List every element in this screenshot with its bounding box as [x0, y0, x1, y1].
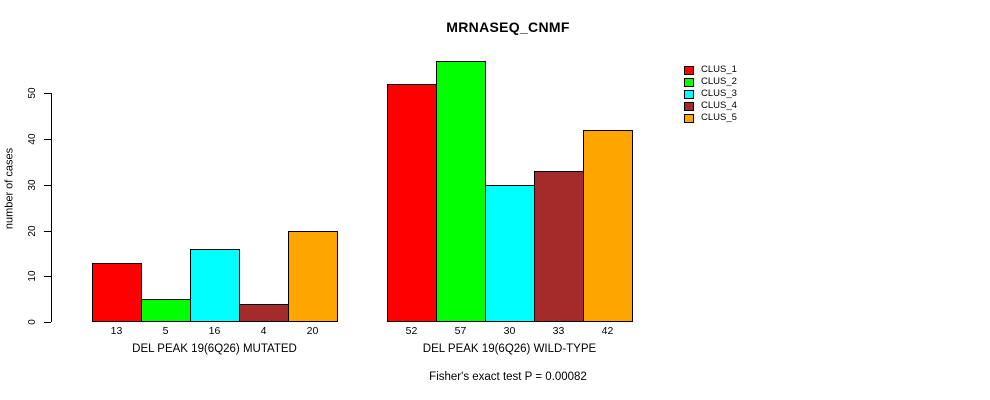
y-axis-tick-label: 20 [27, 225, 38, 237]
y-axis-tick [44, 322, 51, 323]
bar-clus_5 [288, 230, 338, 322]
fisher-test-annotation: Fisher's exact test P = 0.00082 [429, 371, 587, 383]
bar-clus_2 [141, 299, 191, 322]
bar-value-label: 52 [405, 325, 418, 337]
category-label: DEL PEAK 19(6Q26) WILD-TYPE [422, 343, 597, 355]
y-axis-tick [44, 231, 51, 232]
legend-label: CLUS_5 [701, 112, 737, 123]
y-axis-tick [44, 276, 51, 277]
bar-clus_3 [190, 248, 240, 322]
bar-value-label: 57 [454, 325, 467, 337]
y-axis-line [51, 93, 52, 322]
y-axis-tick [44, 93, 51, 94]
legend-swatch-icon [684, 101, 694, 111]
y-axis-tick-label: 30 [27, 179, 38, 191]
legend-item: CLUS_2 [684, 76, 737, 88]
bar-clus_3 [485, 184, 535, 322]
bar-clus_1 [92, 262, 142, 322]
legend-label: CLUS_4 [701, 100, 737, 111]
legend-item: CLUS_3 [684, 88, 737, 100]
bar-value-label: 42 [601, 325, 614, 337]
chart-title: MRNASEQ_CNMF [446, 19, 570, 35]
legend-label: CLUS_3 [701, 88, 737, 99]
legend-swatch-icon [684, 77, 694, 87]
legend-swatch-icon [684, 65, 694, 75]
y-axis-label: number of cases [3, 147, 16, 230]
legend-item: CLUS_5 [684, 112, 737, 124]
category-label: DEL PEAK 19(6Q26) MUTATED [132, 343, 297, 355]
legend-label: CLUS_2 [701, 76, 737, 87]
legend-item: CLUS_1 [684, 64, 737, 76]
legend-item: CLUS_4 [684, 100, 737, 112]
legend-swatch-icon [684, 113, 694, 123]
bar-clus_1 [387, 84, 437, 322]
bar-value-label: 30 [503, 325, 516, 337]
y-axis-tick [44, 185, 51, 186]
legend: CLUS_1 CLUS_2 CLUS_3 CLUS_4 CLUS_5 [684, 64, 737, 124]
bar-clus_4 [239, 303, 289, 322]
bar-value-label: 5 [162, 325, 169, 337]
bar-clus_4 [534, 171, 584, 322]
bar-value-label: 4 [260, 325, 267, 337]
bar-clus_2 [436, 61, 486, 322]
y-axis-tick [44, 139, 51, 140]
bar-value-label: 13 [110, 325, 123, 337]
y-axis-tick-label: 0 [27, 319, 38, 325]
legend-label: CLUS_1 [701, 64, 737, 75]
bar-value-label: 33 [552, 325, 565, 337]
y-axis-tick-label: 50 [27, 87, 38, 99]
y-axis-tick-label: 10 [27, 270, 38, 282]
bar-value-label: 16 [208, 325, 221, 337]
bar-clus_5 [583, 129, 633, 322]
y-axis-tick-label: 40 [27, 133, 38, 145]
legend-swatch-icon [684, 89, 694, 99]
bar-value-label: 20 [306, 325, 319, 337]
